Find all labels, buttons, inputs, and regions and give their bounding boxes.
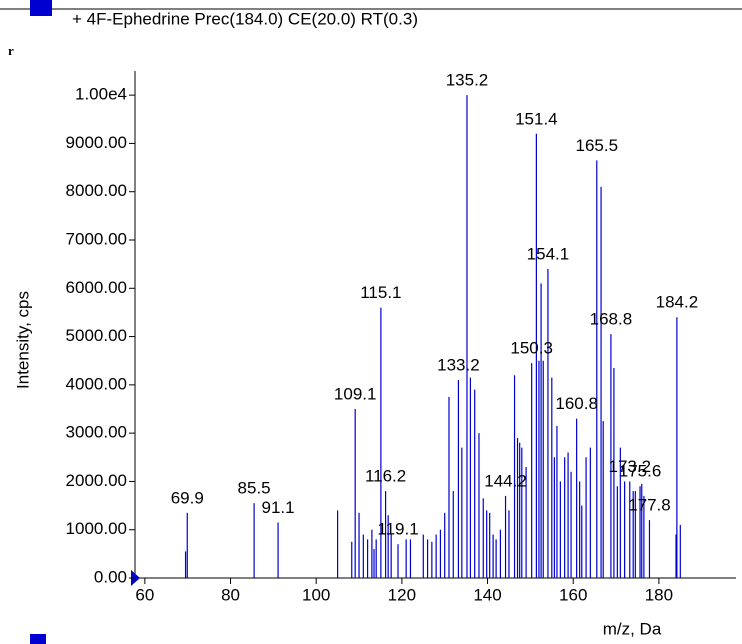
x-tick-label: 140 (473, 585, 501, 604)
peak-label: 175.6 (619, 462, 662, 481)
peak-label: 168.8 (590, 310, 633, 329)
x-tick-label: 80 (221, 585, 240, 604)
y-tick-label: 9000.00 (66, 133, 127, 152)
peak-label: 151.4 (515, 109, 558, 128)
y-tick-label: 7000.00 (66, 229, 127, 248)
x-tick-label: 160 (559, 585, 587, 604)
peak-label: 144.2 (484, 471, 527, 490)
y-tick-label: 4000.00 (66, 374, 127, 393)
y-tick-label: 2000.00 (66, 471, 127, 490)
peak-label: 115.1 (360, 283, 401, 302)
y-tick-label: 1000.00 (66, 519, 127, 538)
peak-label: 109.1 (334, 384, 377, 403)
origin-marker (131, 570, 140, 586)
peak-label: 116.2 (365, 467, 406, 486)
peak-label: 160.8 (555, 394, 598, 413)
y-tick-label: 5000.00 (66, 326, 127, 345)
x-tick-label: 60 (135, 585, 154, 604)
peak-label: 177.8 (628, 496, 671, 515)
y-tick-label: 8000.00 (66, 181, 127, 200)
peak-label: 154.1 (527, 244, 570, 263)
peak-label: 119.1 (377, 520, 418, 539)
peak-label: 184.2 (656, 293, 699, 312)
peak-label: 135.2 (446, 71, 489, 90)
partial-swatch (30, 634, 46, 644)
y-tick-label: 6000.00 (66, 278, 127, 297)
x-tick-label: 100 (302, 585, 330, 604)
y-axis-title: Intensity, cps (13, 291, 32, 389)
peak-label: 91.1 (262, 498, 295, 517)
peak-label: 69.9 (171, 488, 204, 507)
peak-label: 85.5 (238, 479, 271, 498)
y-tick-label: 1.00e4 (75, 85, 127, 104)
peak-label: 150.3 (510, 339, 553, 358)
x-tick-label: 120 (388, 585, 416, 604)
peak-label: 173.2 (608, 457, 651, 476)
x-axis-title: m/z, Da (603, 619, 662, 638)
peak-label: 133.2 (437, 356, 480, 375)
corner-text: r (8, 43, 14, 58)
legend-label: + 4F-Ephedrine Prec(184.0) CE(20.0) RT(0… (72, 9, 418, 28)
y-tick-label: 0.00 (94, 567, 127, 586)
x-tick-label: 180 (645, 585, 673, 604)
y-tick-label: 3000.00 (66, 423, 127, 442)
peak-label: 165.5 (576, 136, 619, 155)
legend-swatch (30, 0, 52, 16)
